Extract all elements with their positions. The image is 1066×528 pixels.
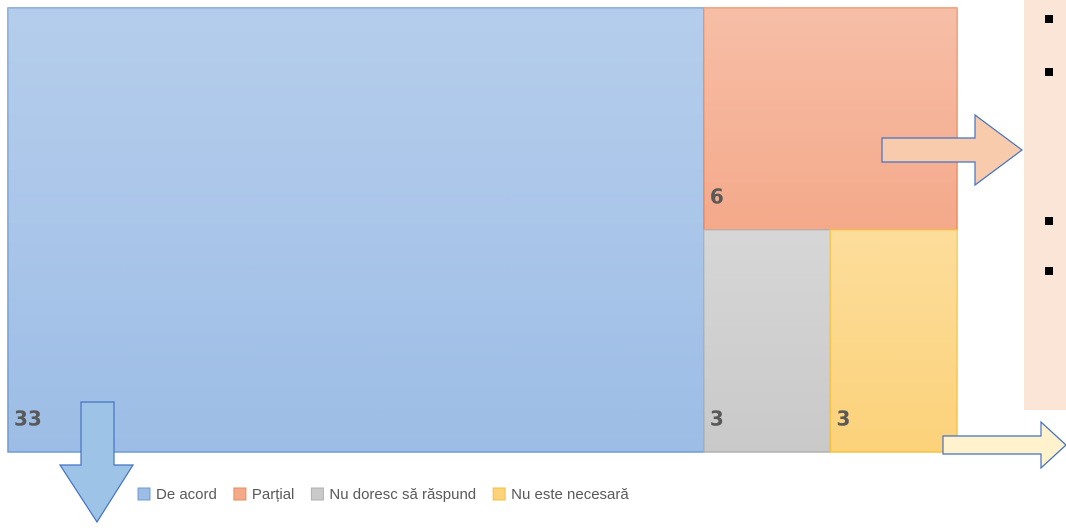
legend-swatch [137, 487, 151, 501]
tile-shade [830, 230, 957, 452]
data-label: 3 [836, 407, 850, 431]
legend-label: De acord [156, 486, 217, 503]
side-panel [1024, 0, 1066, 410]
tile-shade [703, 230, 831, 452]
legend-swatch [492, 487, 506, 501]
arrows [58, 113, 1066, 524]
legend: De acord Parțial Nu doresc să răspund Nu es… [137, 486, 629, 503]
legend-label: Parțial [252, 486, 295, 503]
legend-label: Nu este necesară [511, 486, 629, 503]
legend-label: Nu doresc să răspund [329, 486, 476, 503]
legend-swatch [233, 487, 247, 501]
data-label: 33 [14, 407, 42, 431]
legend-swatch [310, 487, 324, 501]
data-label: 6 [710, 185, 724, 209]
tile-shade [8, 8, 704, 452]
data-label: 3 [710, 407, 724, 431]
tile-shade [703, 8, 957, 230]
